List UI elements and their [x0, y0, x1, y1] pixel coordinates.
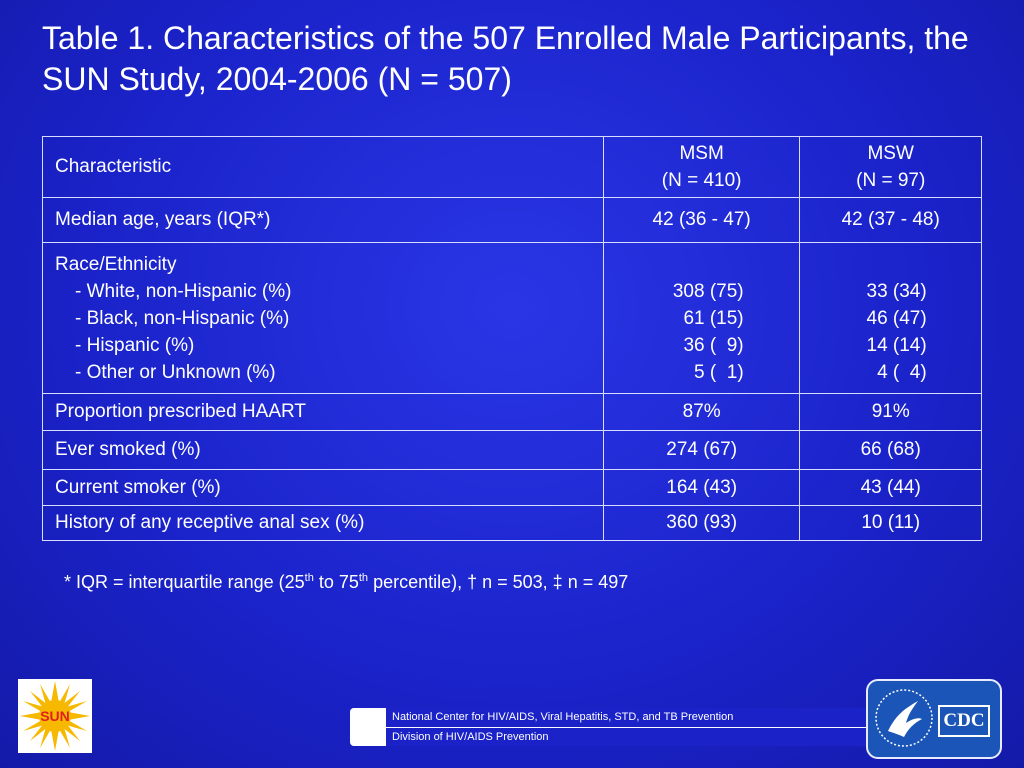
header-msm-label: MSM	[679, 143, 724, 164]
header-characteristic: Characteristic	[42, 136, 604, 198]
race-hispanic-msm: 36 ( 9)	[683, 334, 744, 356]
footnote-sup1: th	[304, 572, 314, 584]
median-age-label: Median age, years (IQR*)	[42, 197, 604, 243]
race-black-label: - Black, non-Hispanic (%)	[75, 307, 290, 329]
median-age-msw: 42 (37 - 48)	[799, 197, 982, 243]
footnote: * IQR = interquartile range (25th to 75t…	[64, 572, 628, 593]
race-white-msw: 33 (34)	[866, 280, 927, 302]
race-msm-values: 308 (75) 61 (15) 36 ( 9) 5 ( 1)	[602, 242, 801, 394]
anal-sex-label: History of any receptive anal sex (%)	[42, 505, 604, 541]
ever-smoked-msm: 274 (67)	[602, 430, 801, 470]
table-row-haart: Proportion prescribed HAART 87% 91%	[42, 393, 982, 431]
race-labels: Race/Ethnicity - White, non-Hispanic (%)…	[42, 242, 604, 394]
race-other-label: - Other or Unknown (%)	[75, 361, 276, 383]
ever-smoked-msw: 66 (68)	[799, 430, 982, 470]
table-row-race: Race/Ethnicity - White, non-Hispanic (%)…	[42, 242, 982, 394]
agency-banner: National Center for HIV/AIDS, Viral Hepa…	[350, 708, 890, 746]
current-smoker-label: Current smoker (%)	[42, 469, 604, 506]
table-row-median-age: Median age, years (IQR*) 42 (36 - 47) 42…	[42, 197, 982, 243]
race-heading: Race/Ethnicity	[55, 253, 177, 275]
header-msw-label: MSW	[867, 143, 914, 164]
race-black-msm: 61 (15)	[683, 307, 744, 329]
table-header-row: Characteristic MSM (N = 410) MSW (N = 97…	[42, 136, 982, 198]
footnote-part2: to 75	[313, 572, 359, 592]
footnote-part1: * IQR = interquartile range (25	[64, 572, 305, 592]
race-other-msw: 4 ( 4)	[877, 361, 927, 383]
sun-icon: SUN	[20, 681, 90, 751]
race-hispanic-label: - Hispanic (%)	[75, 334, 195, 356]
header-msw-n: (N = 97)	[856, 170, 926, 191]
banner-center-name: National Center for HIV/AIDS, Viral Hepa…	[350, 708, 890, 727]
race-black-msw: 46 (47)	[866, 307, 927, 329]
characteristics-table: Characteristic MSM (N = 410) MSW (N = 97…	[42, 136, 982, 541]
header-msw: MSW (N = 97)	[799, 136, 982, 198]
haart-label: Proportion prescribed HAART	[42, 393, 604, 431]
footnote-part3: percentile), † n = 503, ‡ n = 497	[368, 572, 629, 592]
table-row-current-smoker: Current smoker (%) 164 (43) 43 (44)	[42, 469, 982, 506]
haart-msw: 91%	[799, 393, 982, 431]
header-msm: MSM (N = 410)	[602, 136, 801, 198]
ever-smoked-label: Ever smoked (%)	[42, 430, 604, 470]
race-white-msm: 308 (75)	[672, 280, 744, 302]
slide-title: Table 1. Characteristics of the 507 Enro…	[42, 20, 969, 97]
anal-sex-msm: 360 (93)	[602, 505, 801, 541]
cdc-wordmark: CDC	[938, 705, 990, 737]
table-row-anal-sex: History of any receptive anal sex (%) 36…	[42, 505, 982, 541]
cdc-logo: CDC	[866, 679, 1002, 759]
race-hispanic-msw: 14 (14)	[866, 334, 927, 356]
sun-logo-text: SUN	[40, 708, 70, 724]
median-age-msm: 42 (36 - 47)	[602, 197, 801, 243]
footnote-sup2: th	[358, 572, 369, 584]
race-msw-values: 33 (34) 46 (47) 14 (14) 4 ( 4)	[799, 242, 982, 394]
race-white-label: - White, non-Hispanic (%)	[75, 280, 292, 302]
header-msm-n: (N = 410)	[661, 170, 742, 191]
race-other-msm: 5 ( 1)	[694, 361, 744, 383]
sun-study-logo: SUN	[18, 679, 92, 753]
banner-division-name: Division of HIV/AIDS Prevention	[350, 727, 890, 746]
haart-msm: 87%	[602, 393, 801, 431]
current-smoker-msw: 43 (44)	[799, 469, 982, 506]
hhs-eagle-icon	[875, 689, 933, 747]
anal-sex-msw: 10 (11)	[799, 505, 982, 541]
table-row-ever-smoked: Ever smoked (%) 274 (67) 66 (68)	[42, 430, 982, 470]
current-smoker-msm: 164 (43)	[602, 469, 801, 506]
